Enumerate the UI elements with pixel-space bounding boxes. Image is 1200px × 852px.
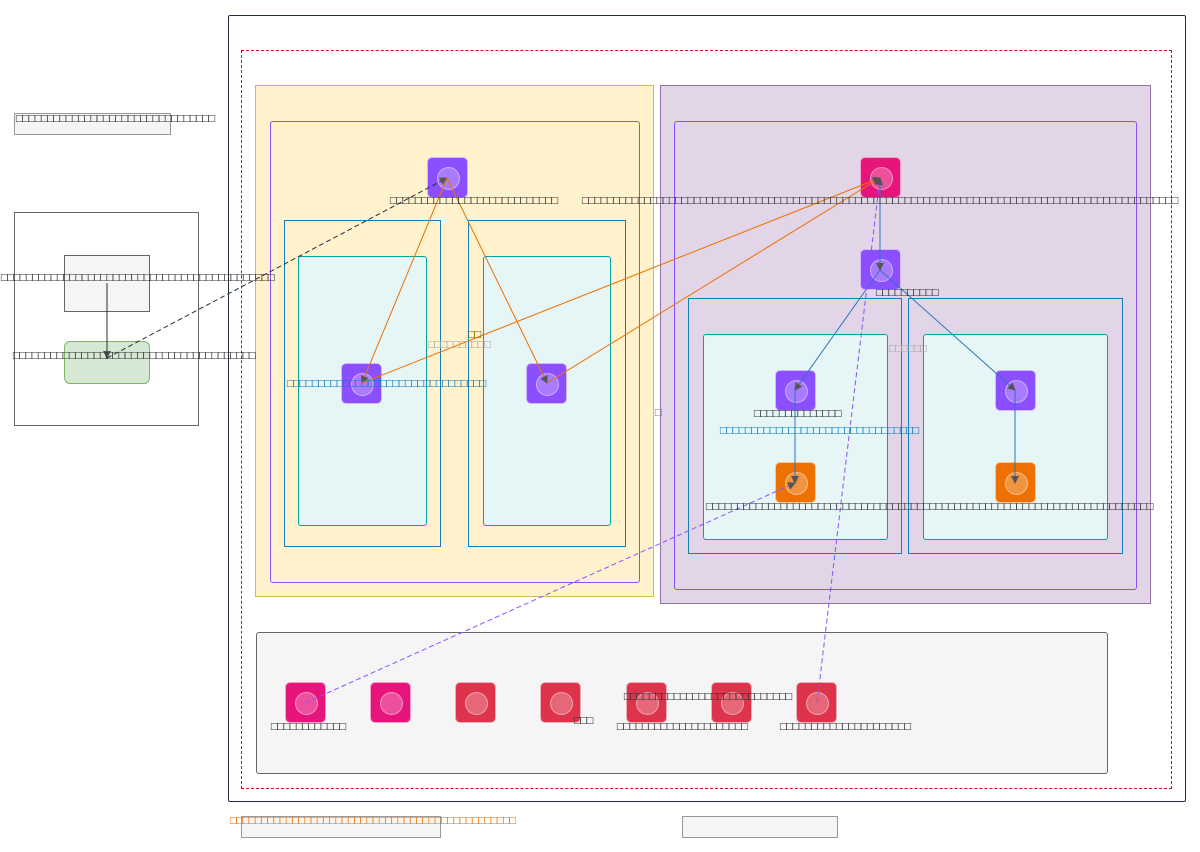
legend-box-top [14,113,171,135]
database-icon[interactable] [711,682,752,723]
edge-purple-dashed [304,482,796,704]
az-d [908,298,1123,554]
edge-orange [361,176,881,384]
database-icon[interactable] [796,682,837,723]
region-marker: □ [654,408,663,418]
edge-blue [794,269,881,391]
legend-box-bottom-left [241,816,441,838]
subnet-c-label: □□□□□□□□□□□□□□□□□□□□□□□□□□□□□□□□ [719,426,920,436]
edge-blue [879,269,1016,391]
az-b [468,220,626,547]
storage-row-label: □□□□□□□□□□□□□□□□□□□□□□□□□□□□□□□□□□□□□□□□… [705,502,1154,512]
top-right-node-label: □□□□□□□□□□□□□□□□□□□□□□□□□□□□□□□□□□□□□□□□… [581,196,1179,206]
edge-purple-dashed [816,177,884,704]
database-icon[interactable] [455,682,496,723]
az-a [284,220,441,547]
app-integration-icon[interactable] [370,682,411,723]
legend-label-bottom: □□□□□□□□□□□□□□□□□□□□□□□□□□□□□□□□□□□□□□□□… [229,816,517,826]
bottom-label-3: □□□□□□□□□□□□□□□□□□□□□ [779,722,912,732]
edge-orange [446,177,548,384]
az-c [688,298,902,554]
vpc-right [674,121,1137,590]
edge-orange [360,177,448,384]
cloud-boundary [228,15,1186,802]
subnet-a-label: □□□□□□□□□□□□□□□□□□□□□□□□□□□□□□□□ [286,379,487,389]
external-node-label: □□□□□□□□□□□□□□□□□□□□□□□□□□□□□□□□□□□□□□□□… [0,273,275,283]
client-node-label: □□□□□□□□□□□□□□□□□□□□□□□□□□□□□□□□□□□□□□□ [12,351,256,361]
bottom-label-upper: □□□□□□□□□□□□□□□□□□□□□□□□□□□ [623,692,793,702]
top-left-node-label: □□□□□□□□□□□□□□□□□□□□□□□□□□□ [389,196,559,206]
legend-box-bottom-right [682,816,838,838]
mid-node-label: □□□□□□□□□□ [875,288,939,298]
edge-client-to-web [106,177,448,359]
bottom-label-mid: □□□ [573,716,594,726]
vpc-left [270,121,640,583]
subnet-c-node-label: □□□□□□□□□□□□□□ [753,409,842,419]
edge-orange [546,177,881,384]
center-label: □□ [467,330,482,340]
bottom-label-2: □□□□□□□□□□□□□□□□□□□□□ [616,722,749,732]
subnet-c-gray-label: □□□□□□ [888,344,928,354]
database-icon[interactable] [540,682,581,723]
center-gray-label: □□□□□□□□□□ [427,340,491,350]
legend-label-top: □□□□□□□□□□□□□□□□□□□□□□□□□□□□□□□□ [15,114,216,124]
external-panel [14,212,199,426]
account-boundary [241,50,1172,789]
database-icon[interactable] [626,682,667,723]
bottom-label-1: □□□□□□□□□□□□ [270,722,347,732]
